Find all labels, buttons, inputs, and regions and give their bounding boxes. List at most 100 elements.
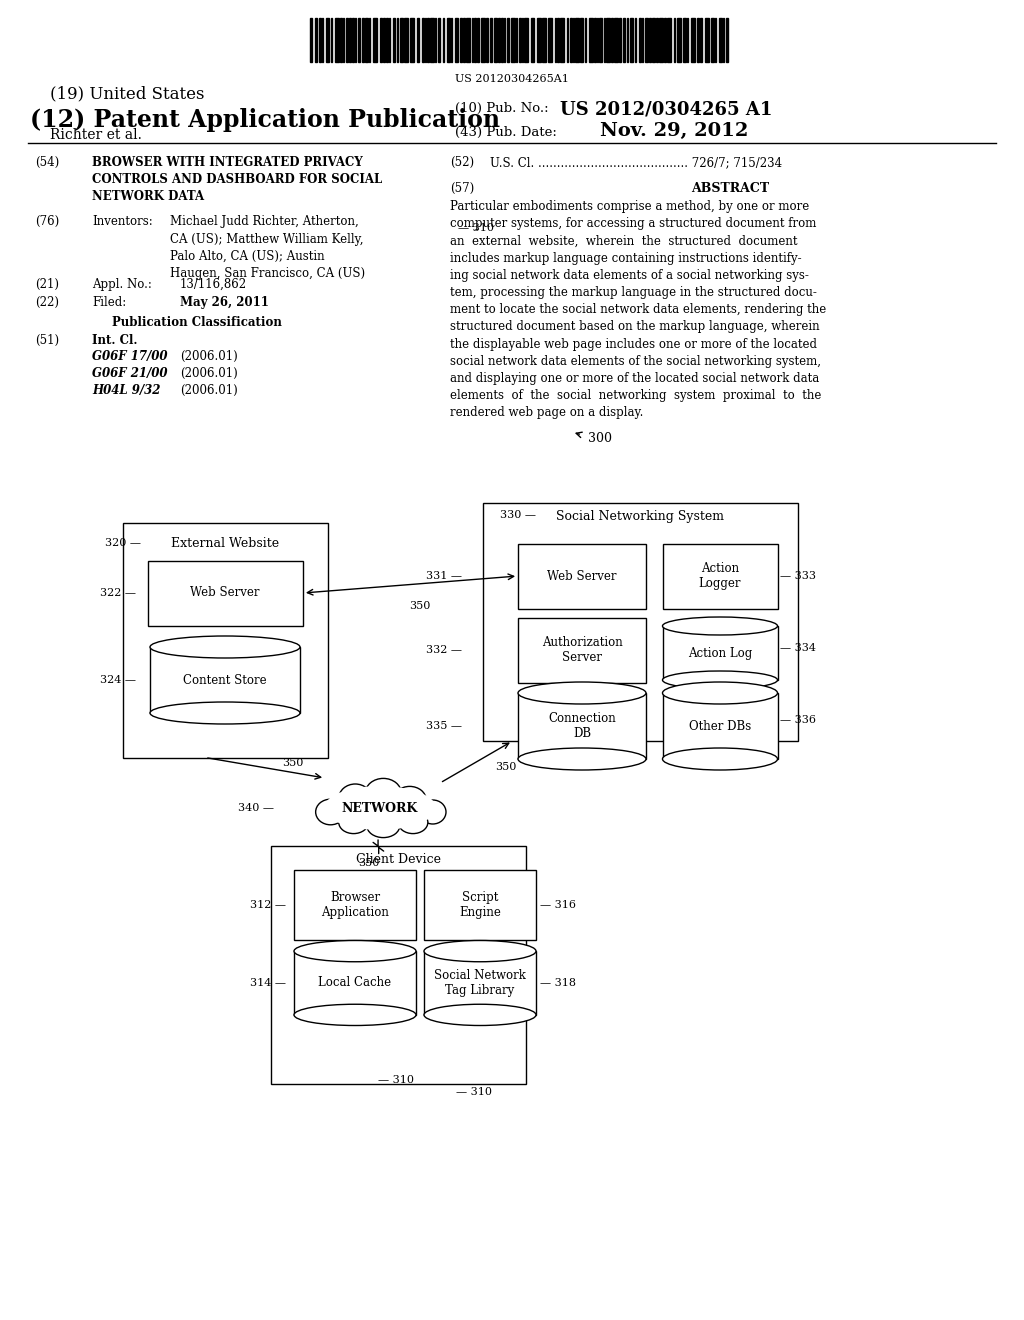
Bar — [655, 18, 658, 62]
Text: 330 —: 330 — — [500, 510, 536, 520]
Bar — [294, 952, 416, 1015]
Bar — [652, 18, 654, 62]
Text: Client Device: Client Device — [355, 853, 440, 866]
Bar — [369, 18, 370, 62]
Bar — [501, 18, 503, 62]
Bar — [639, 18, 640, 62]
Text: 350: 350 — [410, 601, 431, 611]
Text: Inventors:: Inventors: — [92, 215, 153, 228]
Text: (57): (57) — [450, 182, 474, 195]
Text: Particular embodiments comprise a method, by one or more
computer systems, for a: Particular embodiments comprise a method… — [450, 201, 826, 420]
Text: Action Log: Action Log — [688, 647, 752, 660]
Text: 331 —: 331 — — [426, 572, 462, 581]
Text: Content Store: Content Store — [183, 673, 267, 686]
Bar — [667, 18, 671, 62]
Text: (19) United States: (19) United States — [50, 84, 205, 102]
Bar — [310, 18, 311, 62]
Text: ABSTRACT: ABSTRACT — [691, 182, 769, 195]
Bar — [674, 18, 675, 62]
Text: — 336: — 336 — [780, 715, 816, 725]
Bar — [570, 18, 571, 62]
Text: BROWSER WITH INTEGRATED PRIVACY
CONTROLS AND DASHBOARD FOR SOCIAL
NETWORK DATA: BROWSER WITH INTEGRATED PRIVACY CONTROLS… — [92, 156, 382, 203]
Bar — [594, 18, 596, 62]
Text: U.S. Cl. ........................................ 726/7; 715/234: U.S. Cl. ...............................… — [490, 156, 782, 169]
Bar — [466, 18, 469, 62]
Bar — [606, 18, 610, 62]
Ellipse shape — [366, 779, 401, 809]
Bar — [518, 693, 646, 759]
Bar — [424, 870, 536, 940]
Bar — [417, 18, 419, 62]
Ellipse shape — [294, 1005, 416, 1026]
Bar — [723, 18, 724, 62]
Bar — [346, 18, 347, 62]
Bar — [599, 18, 601, 62]
Bar — [518, 544, 646, 609]
Text: (2006.01): (2006.01) — [180, 384, 238, 397]
Bar — [537, 18, 541, 62]
Text: Web Server: Web Server — [190, 586, 260, 599]
Ellipse shape — [663, 616, 777, 635]
Bar — [627, 18, 628, 62]
Text: (2006.01): (2006.01) — [180, 350, 238, 363]
Bar — [331, 18, 332, 62]
Bar — [342, 18, 344, 62]
Bar — [659, 18, 663, 62]
Bar — [489, 18, 492, 62]
Bar — [352, 18, 353, 62]
Bar — [447, 18, 450, 62]
Bar — [641, 18, 643, 62]
Bar — [531, 18, 534, 62]
Bar — [335, 18, 339, 62]
Text: G06F 21/00: G06F 21/00 — [92, 367, 168, 380]
Text: 314 —: 314 — — [250, 978, 286, 987]
Bar — [383, 18, 385, 62]
Text: Social Network
Tag Library: Social Network Tag Library — [434, 969, 526, 997]
Ellipse shape — [339, 812, 369, 834]
Bar — [557, 18, 558, 62]
Text: US 2012/0304265 A1: US 2012/0304265 A1 — [560, 100, 772, 117]
Text: G06F 17/00: G06F 17/00 — [92, 350, 168, 363]
Bar — [361, 18, 364, 62]
Bar — [635, 18, 636, 62]
Bar — [580, 18, 583, 62]
Bar — [150, 647, 300, 713]
Bar — [400, 18, 402, 62]
Bar — [123, 523, 328, 758]
Text: Nov. 29, 2012: Nov. 29, 2012 — [600, 121, 749, 140]
Bar — [365, 18, 368, 62]
Bar — [686, 18, 688, 62]
Text: External Website: External Website — [171, 537, 280, 550]
Bar — [481, 18, 485, 62]
Bar — [611, 18, 612, 62]
Bar — [515, 18, 517, 62]
Bar — [645, 18, 647, 62]
Text: Social Networking System: Social Networking System — [556, 510, 724, 523]
Text: NETWORK: NETWORK — [342, 801, 418, 814]
Bar — [471, 18, 473, 62]
Text: Other DBs: Other DBs — [689, 719, 752, 733]
Bar — [663, 693, 777, 759]
Bar — [498, 18, 500, 62]
Bar — [438, 18, 439, 62]
Text: 312 —: 312 — — [250, 900, 286, 909]
Bar — [618, 18, 621, 62]
Text: (43) Pub. Date:: (43) Pub. Date: — [455, 125, 557, 139]
Bar — [585, 18, 586, 62]
Text: 350: 350 — [282, 758, 303, 768]
Bar — [697, 18, 698, 62]
Bar — [663, 626, 777, 680]
Text: — 310: — 310 — [456, 1086, 492, 1097]
Ellipse shape — [294, 940, 416, 962]
Bar — [726, 18, 727, 62]
Text: Appl. No.:: Appl. No.: — [92, 279, 152, 290]
Bar — [683, 18, 685, 62]
Bar — [348, 18, 351, 62]
Text: — 333: — 333 — [780, 572, 816, 581]
Bar — [521, 18, 523, 62]
Bar — [393, 18, 394, 62]
Bar — [424, 952, 536, 1015]
Bar — [542, 18, 546, 62]
Text: — 310: — 310 — [458, 223, 494, 234]
Ellipse shape — [324, 785, 436, 830]
